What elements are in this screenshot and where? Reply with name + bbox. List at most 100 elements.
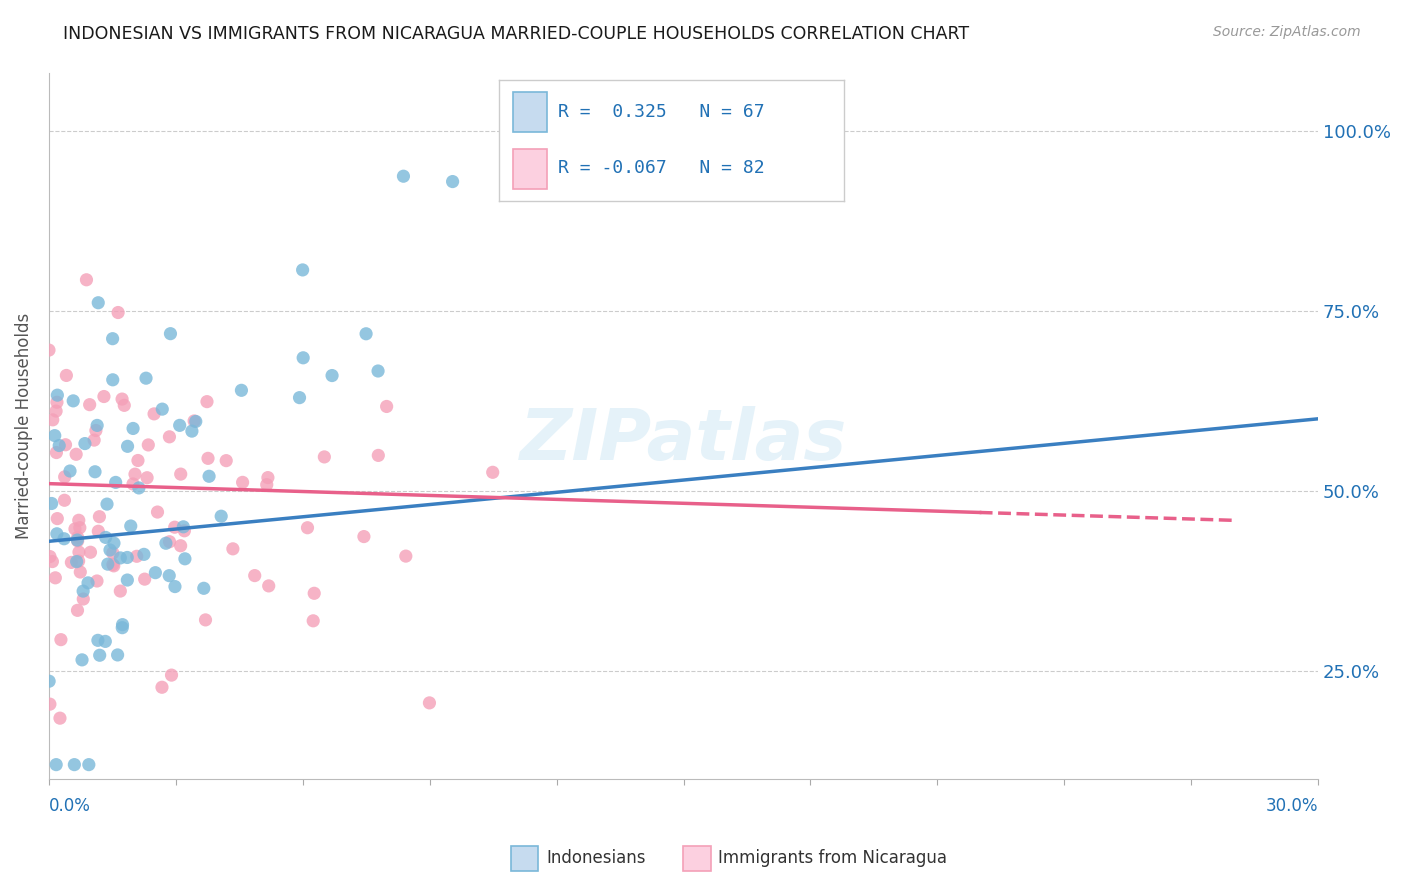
Point [84,424,107,438]
Point [94,530,117,544]
Point [418,696,440,710]
Bar [513,149,547,188]
Point [107,305,129,319]
Point [87,524,110,539]
Point [101,558,124,572]
Point [46,511,69,525]
Text: Immigrants from Nicaragua: Immigrants from Nicaragua [718,848,948,866]
Point [441,175,464,189]
Point [193,582,215,596]
Point [77,757,100,772]
Point [111,621,134,635]
Point [291,263,314,277]
Point [184,414,207,428]
Point [77,575,100,590]
Point [136,471,159,485]
Point [122,421,145,435]
Point [87,295,110,310]
Point [46,388,69,402]
Point [67,554,90,568]
Point [122,477,145,491]
Point [194,613,217,627]
Point [159,534,181,549]
Point [157,568,180,582]
Point [86,574,108,588]
Point [174,551,197,566]
Point [63,522,86,536]
Point [292,351,315,365]
Point [257,579,280,593]
Point [395,549,418,563]
Text: 30.0%: 30.0% [1265,797,1319,815]
Point [70,653,93,667]
Point [41,555,63,569]
Point [59,464,82,478]
Point [101,332,124,346]
Point [172,520,194,534]
Point [160,668,183,682]
Point [155,536,177,550]
Point [150,680,173,694]
Point [62,393,84,408]
Point [297,521,319,535]
Point [150,402,173,417]
Point [87,633,110,648]
Text: R =  0.325   N = 67: R = 0.325 N = 67 [558,103,765,120]
Point [45,526,67,541]
Point [53,493,76,508]
Point [53,470,76,484]
Point [115,550,138,565]
Point [302,586,325,600]
Text: Source: ZipAtlas.com: Source: ZipAtlas.com [1213,25,1361,39]
Bar [683,847,710,871]
Point [66,533,89,548]
Point [39,549,62,564]
Point [159,430,181,444]
Point [98,543,121,558]
Point [110,550,132,565]
Point [169,539,191,553]
Point [124,467,146,482]
Point [163,580,186,594]
Point [44,428,66,442]
Point [45,757,67,772]
Point [146,505,169,519]
Point [222,541,245,556]
Point [111,617,134,632]
Point [66,533,89,547]
Point [112,398,135,412]
Text: ZIPatlas: ZIPatlas [520,406,848,475]
Point [65,447,87,461]
Point [38,343,60,357]
Point [392,169,415,184]
Point [60,556,83,570]
Point [72,592,94,607]
Point [97,557,120,571]
Point [55,368,77,383]
Point [481,465,503,479]
Point [69,565,91,579]
Point [79,398,101,412]
Point [46,395,69,409]
Point [117,573,139,587]
Point [104,475,127,490]
Point [288,391,311,405]
Text: INDONESIAN VS IMMIGRANTS FROM NICARAGUA MARRIED-COUPLE HOUSEHOLDS CORRELATION CH: INDONESIAN VS IMMIGRANTS FROM NICARAGUA … [63,25,969,43]
Point [66,530,89,544]
Point [183,414,205,428]
Point [63,757,86,772]
Point [53,532,76,546]
Point [257,470,280,484]
Point [173,524,195,538]
Point [132,547,155,561]
Point [314,450,336,464]
Point [49,711,72,725]
Point [169,418,191,433]
Point [243,568,266,582]
Y-axis label: Married-couple Households: Married-couple Households [15,313,32,539]
Point [256,477,278,491]
Point [302,614,325,628]
Bar [510,847,538,871]
Point [163,520,186,534]
Point [159,326,181,341]
